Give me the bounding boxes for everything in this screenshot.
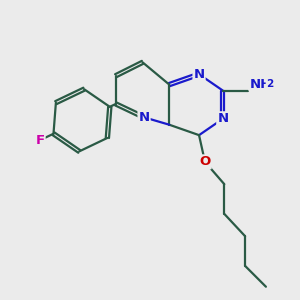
Text: O: O [200,155,211,168]
Text: F: F [35,134,45,147]
Text: N: N [139,111,150,124]
Text: N: N [217,112,228,125]
Text: 2: 2 [266,79,274,89]
Text: NH: NH [250,77,272,91]
Text: N: N [194,68,205,81]
